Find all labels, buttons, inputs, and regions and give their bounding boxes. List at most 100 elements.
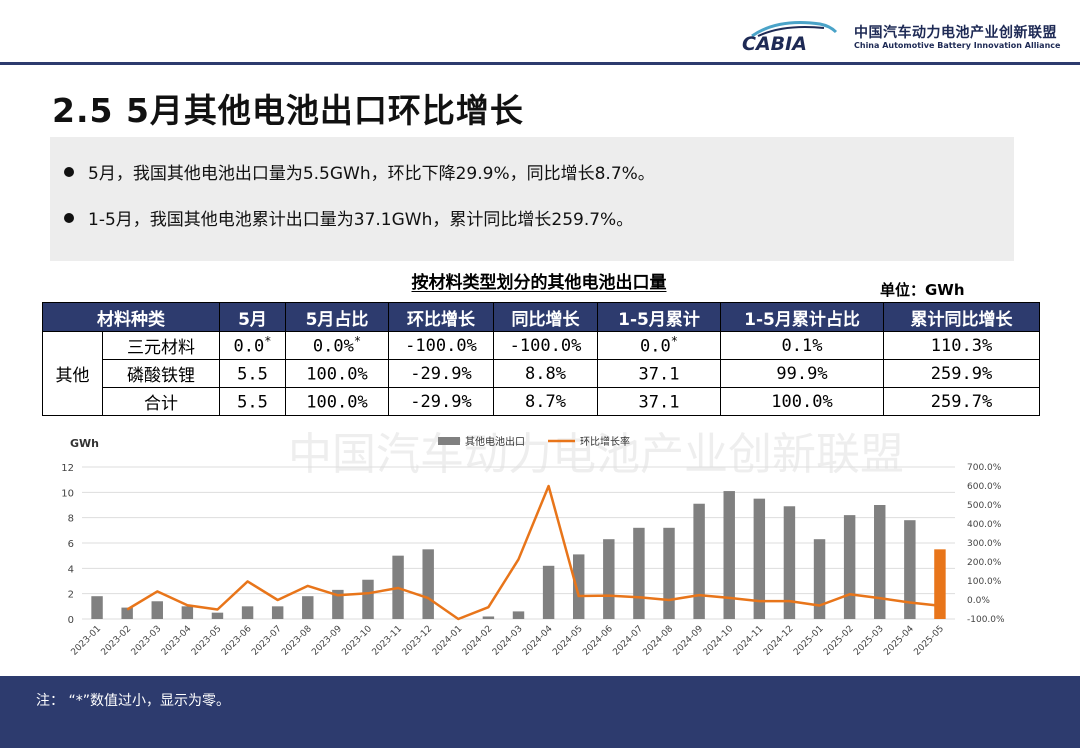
x-tick-label: 2024-02 [461, 624, 495, 658]
x-tick-label: 2024-08 [641, 624, 675, 658]
header-cell: 同比增长 [493, 302, 598, 332]
cell-value: 0.0 [233, 336, 265, 357]
export-table: 材料种类 5月 5月占比 环比增长 同比增长 1-5月累计 1-5月累计占比 累… [42, 302, 1040, 416]
y-tick-label: 8 [68, 514, 74, 525]
bar [874, 505, 886, 619]
bullet-dot-icon [64, 167, 74, 177]
bar [241, 606, 254, 619]
header-cell: 1-5月累计占比 [720, 302, 884, 332]
x-tick-label: 2024-11 [732, 624, 766, 658]
bar [512, 611, 525, 619]
x-tick-label: 2025-03 [852, 624, 886, 658]
material-cell: 三元材料 [102, 331, 220, 360]
x-tick-label: 2025-01 [792, 624, 826, 658]
x-tick-label: 2023-05 [190, 624, 224, 658]
cum-cell: 37.1 [597, 359, 721, 388]
mom-cell: -29.9% [388, 387, 494, 416]
y2-tick-label: 200.0% [967, 558, 1002, 568]
org-name-en: China Automotive Battery Innovation Alli… [854, 41, 1061, 50]
material-cell: 合计 [102, 387, 220, 416]
x-tick-label: 2024-06 [581, 624, 615, 658]
x-tick-label: 2023-06 [220, 624, 254, 658]
share-cell: 100.0% [285, 359, 389, 388]
bar [181, 606, 194, 619]
x-tick-label: 2023-02 [100, 624, 134, 658]
bar [723, 491, 735, 619]
x-tick-label: 2023-09 [310, 624, 344, 658]
bar [753, 498, 766, 619]
cell-footnote-mark: * [353, 334, 362, 349]
x-tick-label: 2024-05 [551, 624, 585, 658]
bar [332, 589, 344, 619]
bar [633, 527, 645, 619]
bar [91, 596, 103, 619]
bar [151, 601, 163, 619]
legend-label: 其他电池出口 [465, 435, 525, 448]
yoy-cell: 8.7% [493, 387, 598, 416]
cell-value: 0.0 [640, 336, 671, 357]
cell-footnote-mark: * [264, 334, 272, 349]
cell-value: 100.0% [306, 364, 368, 385]
table-row: 合计 5.5 100.0% -29.9% 8.7% 37.1 100.0% 25… [43, 387, 1040, 416]
y-tick-label: 10 [61, 488, 74, 499]
yoy-cell: -100.0% [493, 331, 598, 360]
bar [693, 503, 705, 619]
bar [904, 520, 916, 619]
cum-yoy-cell: 259.7% [883, 387, 1040, 416]
y-tick-label: 0 [68, 615, 74, 626]
x-tick-label: 2024-04 [521, 624, 555, 658]
material-cell: 磷酸铁锂 [102, 359, 220, 388]
may-cell: 5.5 [219, 359, 286, 388]
mom-cell: -29.9% [388, 359, 494, 388]
bar [813, 539, 826, 619]
unit-label: 单位：GWh [880, 281, 965, 299]
summary-box: 5月，我国其他电池出口量为5.5GWh，环比下降29.9%，同比增长8.7%。 … [50, 137, 1014, 261]
summary-bullet: 5月，我国其他电池出口量为5.5GWh，环比下降29.9%，同比增长8.7%。 [64, 159, 655, 184]
may-cell: 0.0* [219, 331, 286, 360]
y-tick-label: 6 [68, 539, 74, 550]
bar [362, 579, 374, 619]
table-row: 磷酸铁锂 5.5 100.0% -29.9% 8.8% 37.1 99.9% 2… [43, 359, 1040, 388]
y2-tick-label: -100.0% [967, 615, 1005, 625]
cell-value: 5.5 [237, 392, 268, 413]
cum-yoy-cell: 110.3% [883, 331, 1040, 360]
y2-tick-label: 700.0% [967, 463, 1002, 473]
y2-tick-label: 100.0% [967, 577, 1002, 587]
bar [422, 549, 434, 619]
bar [603, 539, 615, 619]
x-tick-label: 2024-07 [611, 624, 645, 658]
x-tick-label: 2023-12 [401, 624, 435, 658]
legend-label: 环比增长率 [580, 435, 630, 448]
bar [843, 515, 856, 619]
share-cell: 0.0%* [285, 331, 389, 360]
footer-note: 注： “*”数值过小，显示为零。 [36, 693, 230, 709]
table-title-text: 按材料类型划分的其他电池出口量 [411, 273, 667, 293]
cell-value: 37.1 [638, 364, 680, 385]
cell-value: 0.0% [312, 336, 354, 357]
x-tick-label: 2023-10 [340, 624, 374, 658]
bar [211, 612, 224, 619]
x-tick-label: 2024-03 [491, 624, 525, 658]
table-header-row: 材料种类 5月 5月占比 环比增长 同比增长 1-5月累计 1-5月累计占比 累… [42, 302, 1040, 332]
cell-value: 37.1 [638, 392, 680, 413]
org-name-cn: 中国汽车动力电池产业创新联盟 [854, 25, 1057, 41]
table-row: 其他 三元材料 0.0* 0.0%* -100.0% -100.0% 0.0* … [42, 331, 1040, 416]
x-tick-label: 2025-02 [822, 624, 856, 658]
legend-swatch-bar [438, 437, 460, 445]
x-tick-label: 2023-11 [371, 624, 405, 658]
footer: 注： “*”数值过小，显示为零。 [0, 676, 1080, 748]
y-axis-label: GWh [70, 437, 99, 450]
y2-tick-label: 400.0% [967, 520, 1002, 530]
table-title: 按材料类型划分的其他电池出口量 [0, 268, 1080, 293]
bar [934, 549, 946, 619]
y2-tick-label: 500.0% [967, 501, 1002, 511]
page-title: 2.5 5月其他电池出口环比增长 [52, 91, 524, 130]
x-tick-label: 2025-04 [882, 624, 916, 658]
cum-share-cell: 99.9% [720, 359, 884, 388]
mom-cell: -100.0% [388, 331, 494, 360]
share-cell: 100.0% [285, 387, 389, 416]
y-tick-label: 4 [68, 564, 74, 575]
export-chart: 中国汽车动力电池产业创新联盟 0 2 4 6 8 10 12 -100.0% 0.0% 100.0%… [61, 429, 1005, 658]
cell-footnote-mark: * [670, 334, 678, 349]
y2-tick-label: 300.0% [967, 539, 1002, 549]
